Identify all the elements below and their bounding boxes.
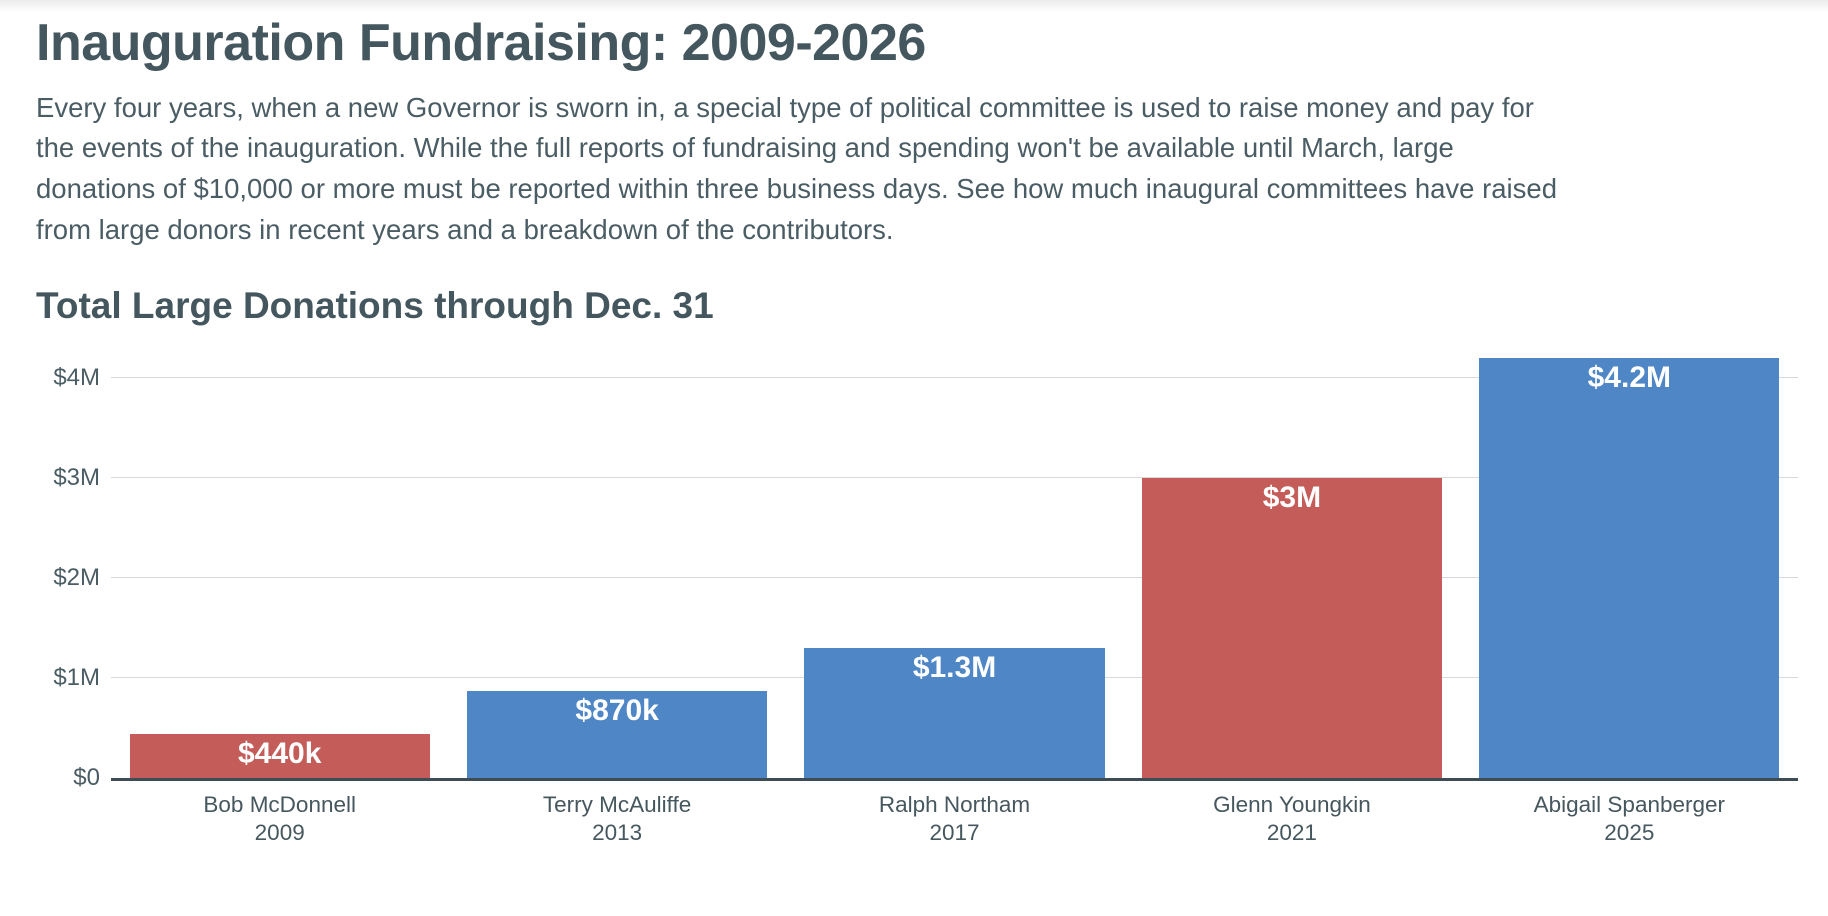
plot-area: $0 $1M $2M $3M $4M $440k $870k $1.3M $3M $4.2M <box>53 353 1798 790</box>
bars-layer: $440k $870k $1.3M $3M $4.2M <box>111 353 1798 778</box>
bar-2025[interactable]: $4.2M <box>1479 357 1780 778</box>
x-axis-labels: Bob McDonnell 2009 Terry McAuliffe 2013 Ralp… <box>111 791 1798 849</box>
bar-2017[interactable]: $1.3M <box>804 647 1105 778</box>
bar-value-label: $1.3M <box>912 650 997 684</box>
page-title: Inauguration Fundraising: 2009-2026 <box>36 14 926 72</box>
gridline <box>111 376 1798 378</box>
y-tick-label: $3M <box>53 463 100 491</box>
x-tick-name: Terry McAuliffe <box>542 791 692 817</box>
bar-slot: $440k <box>111 353 448 778</box>
bar-value-label: $440k <box>237 736 322 770</box>
x-tick-label: Glenn Youngkin 2021 <box>1123 791 1460 849</box>
x-tick-year: 2025 <box>1604 820 1655 846</box>
x-tick-label: Ralph Northam 2017 <box>786 791 1123 849</box>
bar-value-label: $4.2M <box>1587 360 1672 394</box>
bar-slot: $4.2M <box>1461 353 1798 778</box>
bar-slot: $870k <box>448 353 785 778</box>
x-tick-year: 2013 <box>592 820 643 846</box>
y-tick-label: $0 <box>73 763 100 791</box>
x-tick-label: Abigail Spanberger 2025 <box>1461 791 1798 849</box>
x-tick-label: Bob McDonnell 2009 <box>111 791 448 849</box>
bar-2013[interactable]: $870k <box>466 690 768 778</box>
y-tick-label: $1M <box>53 663 100 691</box>
x-tick-name: Ralph Northam <box>878 791 1031 817</box>
bar-2021[interactable]: $3M <box>1141 477 1443 778</box>
bar-value-label: $3M <box>1262 480 1322 514</box>
bar-slot: $3M <box>1123 353 1460 778</box>
x-tick-year: 2009 <box>254 820 305 846</box>
x-tick-label: Terry McAuliffe 2013 <box>448 791 785 849</box>
y-tick-label: $2M <box>53 563 100 591</box>
x-tick-name: Bob McDonnell <box>203 791 356 817</box>
page-description: Every four years, when a new Governor is… <box>36 91 1557 245</box>
bar-value-label: $870k <box>575 693 659 727</box>
y-tick-label: $4M <box>53 363 100 391</box>
bar-chart: $0 $1M $2M $3M $4M $440k $870k $1.3M $3M $4.2M Bo… <box>36 353 1798 849</box>
bar-2009[interactable]: $440k <box>129 733 430 778</box>
x-tick-name: Glenn Youngkin <box>1213 791 1371 817</box>
x-tick-year: 2017 <box>929 820 980 846</box>
gridline <box>111 476 1798 478</box>
x-tick-name: Abigail Spanberger <box>1533 791 1726 817</box>
gridline <box>111 576 1798 578</box>
bar-slot: $1.3M <box>786 353 1123 778</box>
x-tick-year: 2021 <box>1266 820 1317 846</box>
chart-title: Total Large Donations through Dec. 31 <box>36 284 714 326</box>
